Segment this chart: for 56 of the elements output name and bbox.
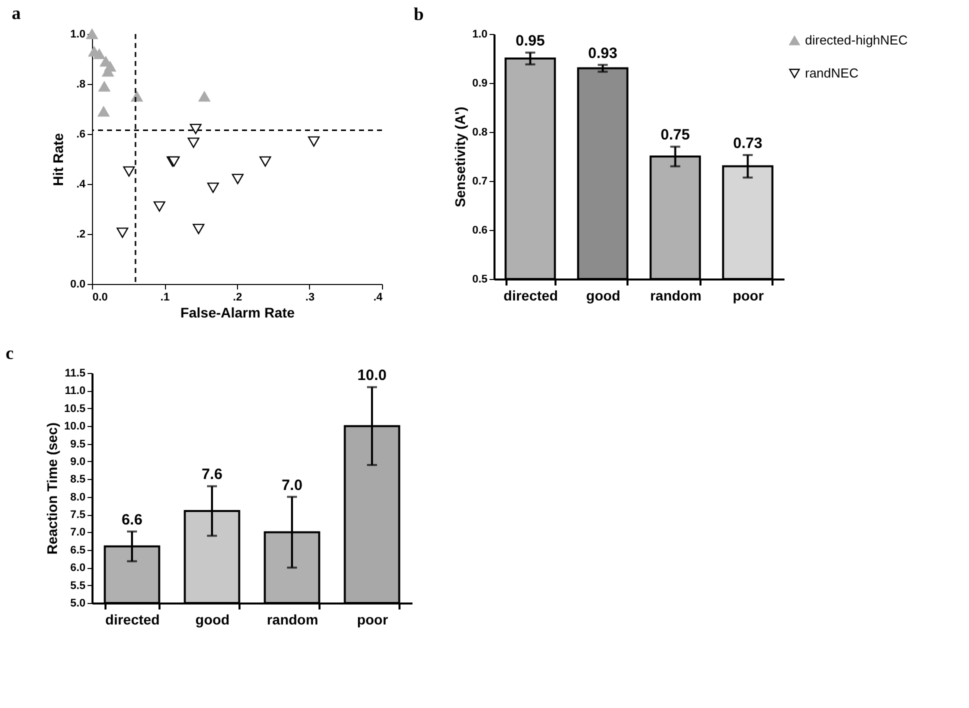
data-label: 10.0 [357,367,387,384]
x-tick-label: good [195,612,230,628]
data-label: 0.75 [660,126,690,144]
y-tick-label: 0.9 [472,78,488,90]
data-label: 0.93 [588,44,618,62]
x-tick-label: poor [356,612,389,628]
y-tick-label: 10.0 [64,420,86,433]
y-tick-label: 6.5 [70,544,86,556]
y-tick-label: 0.8 [472,126,488,138]
x-tick-label: directed [105,612,160,628]
data-label: 6.6 [122,512,142,529]
y-tick-label: 1.0 [472,28,488,40]
y-tick-label: 10.5 [64,402,86,415]
x-axis-title: False-Alarm Rate [180,304,295,320]
y-axis-title: Sensetivity (A') [452,106,468,208]
data-label: 0.73 [733,135,762,152]
y-tick-label: 8.0 [70,491,86,504]
y-tick-label: 11.0 [64,385,86,398]
x-tick-label: poor [732,288,764,304]
y-tick-label: 0.6 [472,224,488,236]
y-tick-label: 6.0 [70,562,86,574]
y-tick-label: 5.0 [70,598,86,610]
y-tick-label: .8 [76,78,86,90]
y-tick-label: 8.5 [70,474,86,486]
chart-title: b [414,4,424,24]
y-tick-label: 0.0 [70,278,86,290]
y-tick-label: .6 [76,128,86,140]
x-tick-label: random [266,612,318,628]
y-tick-label: 7.0 [70,526,86,539]
x-tick-label: .4 [373,292,384,304]
data-label: 7.6 [202,466,222,484]
x-tick-label: .1 [160,292,170,304]
y-tick-label: 0.5 [472,274,488,286]
y-axis-title: Reaction Time (sec) [44,422,60,555]
y-tick-label: .2 [76,228,86,240]
x-tick-label: 0.0 [92,292,108,304]
chart-title: c [6,343,14,363]
data-label: 7.0 [282,476,302,494]
y-tick-label: 5.5 [70,580,86,592]
y-tick-label: 0.7 [472,176,488,188]
y-tick-label: 9.0 [70,456,86,468]
y-tick-label: 11.5 [64,368,86,380]
x-tick-label: good [586,288,620,304]
y-tick-label: 7.5 [70,509,86,522]
x-tick-label: .2 [232,292,242,304]
legend-label: directed-highNEC [805,32,908,48]
y-tick-label: 9.5 [70,438,86,450]
y-tick-label: .4 [76,178,86,190]
legend-label: randNEC [805,66,858,80]
x-tick-label: directed [504,288,558,304]
y-tick-label: 1.0 [70,28,86,40]
chart-title: a [12,3,21,24]
x-tick-label: random [650,288,702,304]
y-axis-title: Hit Rate [50,132,66,186]
x-tick-label: .3 [305,292,315,304]
data-label: 0.95 [516,32,545,50]
